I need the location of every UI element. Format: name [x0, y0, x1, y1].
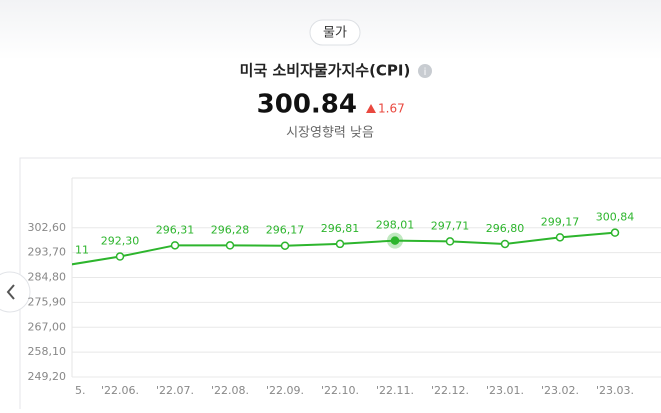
x-tick-label: '22.08. [211, 384, 249, 397]
prev-button[interactable] [0, 271, 31, 313]
info-glyph: i [424, 67, 427, 78]
x-tick-label: '22.09. [266, 384, 304, 397]
x-tick-label: '22.07. [156, 384, 194, 397]
y-tick-label: 293,70 [28, 246, 67, 259]
value-label: 300,84 [596, 211, 635, 224]
x-tick-label: 5. [75, 384, 86, 397]
point [335, 239, 345, 249]
chart-panel [19, 157, 661, 413]
change: 1.67 [378, 102, 405, 116]
point [500, 239, 510, 249]
up-arrow [366, 104, 376, 113]
point [445, 237, 455, 246]
x-tick-label: '22.11. [376, 384, 414, 397]
value-label: 296,81 [321, 222, 360, 235]
x-tick-label: '22.12. [431, 384, 469, 397]
value-label: 299,17 [541, 215, 580, 228]
y-tick-label: 267,00 [28, 320, 67, 333]
point [115, 252, 125, 261]
y-tick-label: 249,20 [28, 370, 67, 383]
prev-chevron [6, 284, 15, 300]
value-label: 296,28 [211, 223, 250, 236]
value-label: 298,01 [376, 219, 415, 232]
chart-title: 미국 소비자물가지수(CPI) [240, 62, 411, 80]
y-tick-label: 258,10 [28, 345, 67, 358]
value-label: 296,17 [266, 224, 305, 237]
info-icon[interactable] [418, 64, 432, 78]
y-tick-label: 275,90 [28, 295, 67, 308]
value-label: 297,71 [431, 219, 470, 232]
point [225, 241, 235, 250]
plot: 11 292,30 296,31 296,28 296,17 296,81 298,01 29… [72, 211, 635, 266]
point [280, 241, 290, 250]
x-tick-label: '23.03. [596, 384, 634, 397]
y-tick-label: 302,60 [28, 221, 67, 234]
point [390, 236, 400, 245]
value-label: 292,30 [101, 235, 140, 248]
value-label: 11 [75, 243, 89, 256]
y-tick-label: 284,80 [28, 271, 67, 284]
x-tick-label: '23.01. [486, 384, 524, 397]
headline-value: 300.84 [257, 90, 357, 120]
impact: 시장영향력 낮음 [286, 126, 374, 141]
badge-pill[interactable] [309, 19, 361, 46]
point [610, 228, 620, 237]
x-tick-label: '23.02. [541, 384, 579, 397]
value-label: 296,31 [156, 223, 195, 236]
value-label: 296,80 [486, 222, 525, 235]
point [555, 233, 565, 242]
point [170, 241, 180, 250]
badge[interactable]: 물가 [323, 26, 347, 41]
x-tick-label: '22.10. [321, 384, 359, 397]
x-tick-label: '22.06. [101, 384, 139, 397]
